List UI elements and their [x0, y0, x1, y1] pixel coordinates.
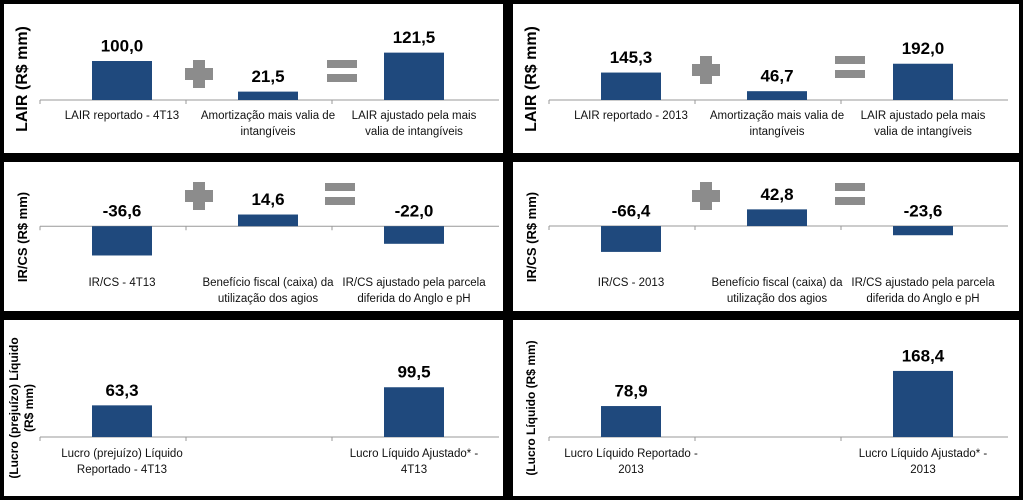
- y-axis-label: IR/CS (R$ mm): [14, 191, 30, 282]
- bar: [238, 214, 298, 227]
- plus-sign: [692, 182, 720, 210]
- y-axis-label: (Lucro (prejuízo) Líquido (R$ mm): [7, 337, 36, 479]
- bar: [92, 226, 152, 256]
- bar: [601, 226, 661, 252]
- value-label: 121,5: [393, 28, 436, 47]
- bar: [601, 72, 661, 100]
- value-label: 99,5: [397, 363, 430, 382]
- bar: [893, 226, 953, 236]
- x-tick-label: IR/CS ajustado pela parcela diferida do …: [342, 277, 486, 305]
- value-label: 145,3: [610, 48, 653, 67]
- x-tick-label: LAIR ajustado pela mais valia de intangí…: [351, 110, 477, 138]
- bar: [92, 61, 152, 100]
- bar: [747, 209, 807, 227]
- x-tick-label: LAIR ajustado pela mais valia de intangí…: [860, 110, 986, 138]
- value-label: -36,6: [103, 202, 142, 221]
- y-axis-label: (Lucro Líquido (R$ mm): [523, 340, 538, 476]
- x-tick-label: Lucro Líquido Ajustado* - 4T13: [349, 448, 479, 476]
- bar: [384, 52, 444, 100]
- value-label: 63,3: [105, 381, 138, 400]
- value-label: 192,0: [902, 39, 945, 58]
- bar: [601, 406, 661, 437]
- bar: [384, 387, 444, 437]
- value-label: 100,0: [101, 36, 144, 55]
- y-axis-label: LAIR (R$ mm): [13, 25, 31, 132]
- y-axis-label: IR/CS (R$ mm): [523, 191, 539, 282]
- x-tick-label: Amortização mais valia de intangíveis: [709, 110, 845, 138]
- equals-sign: [835, 56, 865, 78]
- plus-sign: [185, 182, 213, 210]
- plus-sign: [692, 56, 720, 84]
- equals-sign: [835, 183, 865, 205]
- x-tick-label: Benefício fiscal (caixa) da utilização d…: [711, 277, 843, 305]
- x-tick-label: IR/CS - 4T13: [88, 277, 156, 289]
- y-axis-label: LAIR (R$ mm): [522, 25, 540, 132]
- value-label: 168,4: [902, 346, 945, 365]
- equals-sign: [325, 183, 355, 205]
- x-tick-label: Benefício fiscal (caixa) da utilização d…: [202, 277, 334, 305]
- value-label: 42,8: [760, 185, 793, 204]
- value-label: -22,0: [395, 202, 434, 221]
- bar: [92, 405, 152, 437]
- value-label: 46,7: [760, 67, 793, 86]
- x-tick-label: Lucro (prejuízo) Líquido Reportado - 4T1…: [61, 448, 183, 476]
- equals-sign: [327, 60, 357, 82]
- bar: [893, 63, 953, 100]
- value-label: -23,6: [904, 202, 943, 221]
- x-tick-label: LAIR reportado - 2013: [574, 110, 688, 122]
- x-tick-label: Lucro Líquido Reportado - 2013: [564, 448, 698, 476]
- bar: [238, 91, 298, 100]
- bar: [747, 91, 807, 100]
- bar: [384, 226, 444, 244]
- x-tick-label: IR/CS - 2013: [597, 277, 665, 289]
- x-tick-label: IR/CS ajustado pela parcela diferida do …: [851, 277, 995, 305]
- x-tick-label: Lucro Líquido Ajustado* - 2013: [858, 448, 988, 476]
- value-label: 21,5: [251, 67, 284, 86]
- value-label: 78,9: [614, 382, 647, 401]
- bar: [893, 370, 953, 437]
- panels: [4, 4, 1019, 496]
- value-label: -66,4: [612, 202, 651, 221]
- operators: [185, 56, 865, 210]
- x-tick-label: Amortização mais valia de intangíveis: [200, 110, 336, 138]
- x-tick-label: LAIR reportado - 4T13: [64, 110, 180, 122]
- plus-sign: [185, 60, 213, 88]
- value-label: 14,6: [251, 190, 284, 209]
